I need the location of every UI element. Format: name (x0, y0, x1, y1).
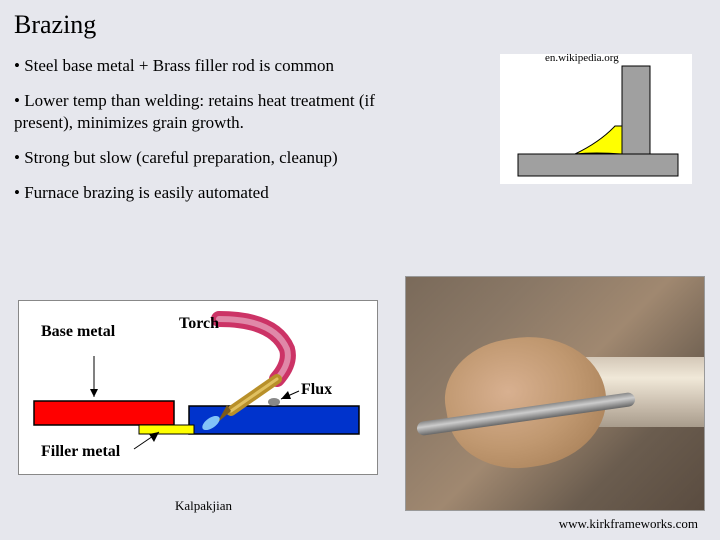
brazing-process-diagram: Base metal Torch Flux Filler metal (18, 300, 378, 475)
label-flux: Flux (301, 381, 332, 399)
bullet-list: • Steel base metal + Brass filler rod is… (14, 55, 424, 217)
label-filler-metal: Filler metal (41, 443, 120, 461)
source-kirkframeworks: www.kirkframeworks.com (559, 516, 698, 532)
wiki-source-label: en.wikipedia.org (545, 52, 619, 64)
source-kalpakjian: Kalpakjian (175, 498, 232, 514)
page-title: Brazing (14, 10, 96, 40)
label-base-metal: Base metal (41, 323, 115, 341)
bullet-item: • Lower temp than welding: retains heat … (14, 90, 424, 133)
bullet-item: • Steel base metal + Brass filler rod is… (14, 55, 424, 76)
bullet-item: • Strong but slow (careful preparation, … (14, 147, 424, 168)
brazing-photo (405, 276, 705, 511)
bullet-item: • Furnace brazing is easily automated (14, 182, 424, 203)
label-torch: Torch (179, 315, 219, 333)
wiki-diagram (500, 54, 692, 184)
